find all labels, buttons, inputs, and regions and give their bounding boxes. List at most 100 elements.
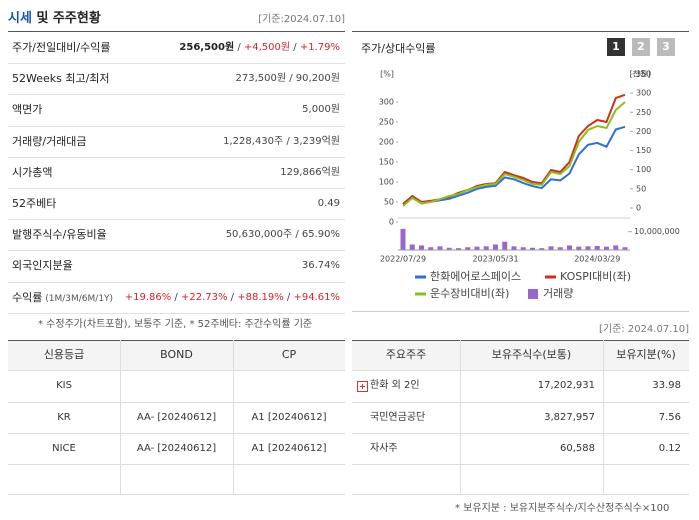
volume-bar: [548, 246, 554, 250]
y2-unit: [천원]: [630, 69, 651, 79]
table-header: 주요주주: [385, 348, 427, 361]
rule: [8, 282, 345, 283]
row-value: +19.86% / +22.73% / +88.19% / +94.61%: [125, 282, 340, 313]
row-label: 외국인지분율: [12, 250, 73, 281]
table-cell: 7.56: [658, 412, 681, 423]
table-header: 보유주식수(보통): [491, 348, 572, 361]
legend-label: KOSPI대비(좌): [560, 270, 631, 283]
page-button[interactable]: 2: [632, 38, 650, 56]
volume-bar: [567, 245, 572, 250]
rule: [233, 340, 234, 494]
label-text: 52주베타: [12, 197, 57, 210]
rule: [8, 464, 345, 465]
value-text: +94.61%: [293, 291, 340, 303]
y-tick-label: 0: [389, 218, 394, 227]
volume-bar: [594, 245, 600, 250]
volume-bar: [613, 245, 619, 250]
y-unit: [%]: [380, 70, 394, 79]
x-tick-label: 2022/07/29: [380, 255, 426, 264]
volume-bar: [604, 246, 609, 250]
table-cell: AA- [20240612]: [136, 412, 217, 423]
value-text: 36.74%: [301, 260, 340, 272]
header-bg: [8, 341, 345, 370]
table-cell: KR: [57, 412, 71, 423]
label-text: 액면가: [12, 103, 43, 117]
volume-bar: [585, 246, 591, 250]
icon-bar: [362, 384, 363, 389]
legend-label: 한화에어로스페이스: [430, 270, 521, 283]
section-title: 시세 및 주주현황: [8, 7, 101, 26]
table-header: 신용등급: [43, 348, 85, 361]
title-rest: 및 주주현황: [31, 11, 101, 26]
table-cell: 17,202,931: [537, 380, 595, 391]
value-text: /: [290, 42, 300, 53]
table-cell: 국민연금공단: [370, 412, 426, 423]
rule: [120, 340, 121, 494]
value-text: 273,500원 / 90,200원: [235, 73, 340, 85]
value-text: /: [171, 291, 181, 303]
label-text: 주가/전일대비/수익률: [12, 41, 111, 54]
value-text: 0.49: [317, 198, 340, 209]
rule: [8, 402, 345, 403]
row-label: 거래량/거래대금: [12, 126, 87, 157]
value-text: 256,500원: [179, 42, 235, 53]
table-header: 보유지분(%): [616, 348, 676, 361]
line-series: [402, 101, 626, 207]
rule: [352, 311, 689, 312]
volume-bar: [474, 246, 480, 250]
volume-bar: [622, 247, 628, 250]
volume-bar: [493, 244, 498, 250]
value-text: 50,630,000주 / 65.90%: [225, 229, 340, 241]
y-tick-label: 250: [379, 118, 394, 127]
y2-tick-label: 350: [636, 70, 651, 79]
y2-tick-label: 0: [636, 204, 641, 213]
table-cell: A1 [20240612]: [251, 443, 327, 454]
rule: [8, 494, 345, 495]
table-header: CP: [281, 348, 297, 361]
table-cell: A1 [20240612]: [251, 412, 327, 423]
value-text: 5,000원: [302, 104, 340, 116]
y-tick-label: 200: [379, 138, 394, 147]
table-cell: AA- [20240612]: [136, 443, 217, 454]
value-text: 1,228,430주 / 3,239억원: [223, 135, 340, 147]
page-button[interactable]: 3: [657, 38, 675, 56]
label-text: 발행주식수/유동비율: [12, 228, 107, 242]
row-value: 0.49: [318, 188, 340, 219]
row-label: 액면가: [12, 94, 42, 125]
legend-swatch: [528, 289, 538, 299]
row-value: 36.74%: [302, 250, 340, 281]
rule: [8, 370, 345, 371]
expand-icon[interactable]: [357, 381, 368, 392]
value-text: /: [234, 42, 244, 53]
table-cell: 3,827,957: [544, 412, 595, 423]
value-text: +88.19%: [237, 291, 284, 303]
row-value: 5,000원: [302, 94, 340, 125]
y2-tick-label: 250: [636, 108, 651, 117]
table-cell: 자사주: [370, 443, 398, 454]
page-button[interactable]: 1: [607, 38, 625, 56]
volume-tick-label: 10,000,000: [634, 227, 680, 236]
row-label: 주가/전일대비/수익률: [12, 32, 111, 63]
y2-tick-label: 50: [636, 184, 646, 193]
rule: [8, 31, 345, 32]
rule: [8, 126, 345, 127]
value-text: /: [227, 291, 238, 303]
x-tick-label: 2024/03/29: [574, 255, 620, 264]
rule: [8, 188, 345, 189]
header-bg: [352, 341, 689, 370]
row-label: 시가총액: [12, 157, 52, 188]
chart-title: 주가/상대수익률: [361, 42, 436, 55]
rule: [352, 31, 689, 32]
table-cell: 0.12: [658, 443, 681, 454]
rule: [8, 313, 345, 314]
volume-bar: [465, 247, 471, 250]
y-tick-label: 100: [379, 178, 394, 187]
volume-bar: [520, 247, 526, 250]
label-text: 시가총액: [12, 165, 53, 179]
volume-bar: [446, 247, 452, 250]
y2-tick-label: 150: [636, 146, 651, 155]
rule: [8, 340, 345, 341]
y2-tick-label: 100: [636, 165, 651, 174]
table-cell: 33.98: [652, 380, 681, 391]
base-date: [기준:2024.07.10]: [258, 14, 345, 25]
